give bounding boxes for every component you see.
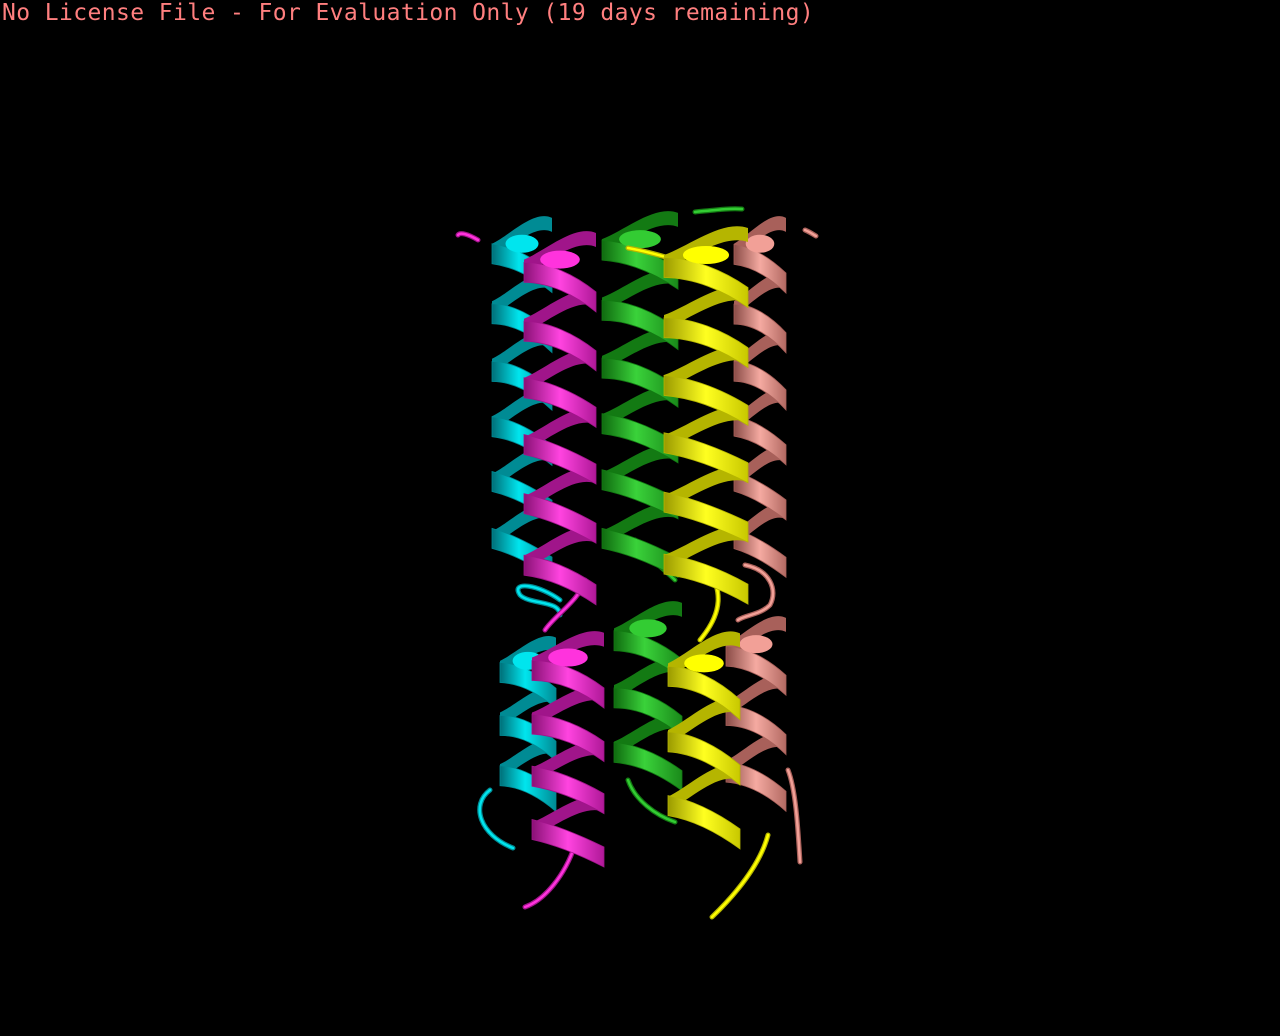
coil-highlight-cyan-loop [516, 584, 562, 617]
chain-yellow[interactable] [625, 226, 771, 920]
helix-salmon-1-back-turn [726, 732, 786, 775]
helix-magenta-0-back-turn [524, 290, 596, 333]
coil-highlight-cyan-tail [478, 788, 515, 850]
helix-green-0-back-turn [602, 269, 678, 312]
helix-salmon-1-front-turn [725, 705, 787, 756]
coil-highlight-salmon-loop [736, 563, 775, 622]
chain-magenta[interactable] [455, 231, 605, 910]
helix-magenta-0-front-turn [523, 554, 597, 606]
helix-salmon-0-front-turn [733, 470, 787, 521]
coil-cyan-loop [515, 583, 563, 618]
helix-cyan-0-front-turn [491, 361, 553, 412]
helix-yellow-1-top-cap [684, 654, 724, 673]
helix-green-0-front-turn [601, 357, 679, 409]
helix-magenta-1-front-turn [531, 713, 605, 763]
helix-yellow-0-front-turn [663, 374, 749, 427]
helix-yellow-0-top-cap [682, 246, 730, 264]
helix-yellow-0-back-turn [664, 286, 748, 329]
license-banner: No License File - For Evaluation Only (1… [2, 0, 815, 26]
helix-magenta-1-front-turn [531, 765, 605, 815]
helix-salmon-1-back-turn [726, 674, 786, 717]
helix-magenta-1-front-turn [531, 819, 605, 868]
chain-green[interactable] [601, 206, 745, 825]
helix-magenta-0-front-turn [523, 320, 597, 372]
helix-yellow-1-front-turn [667, 731, 741, 786]
coil-highlight-magenta-tail [523, 843, 577, 909]
helix-yellow-0-front-turn [663, 553, 749, 605]
helix-magenta-0-front-turn [523, 433, 597, 485]
helix-green-1-top-cap [629, 619, 667, 638]
helix-magenta-0-top-cap [540, 250, 580, 269]
helix-cyan-0-front-turn [491, 303, 553, 354]
helix-salmon-0-top-cap [745, 234, 775, 253]
coil-highlight-magenta-head [456, 232, 480, 242]
helix-green-0-front-turn [601, 469, 679, 520]
coil-magenta-tail [522, 842, 578, 910]
helix-salmon-0-front-turn [733, 303, 787, 354]
helix-magenta-1-top-cap [548, 648, 588, 667]
helix-cyan-0-back-turn [492, 273, 552, 316]
helix-salmon-0-front-turn [733, 360, 787, 411]
coil-highlight-green-head [693, 207, 744, 214]
helix-yellow-0-front-turn [663, 317, 749, 369]
helix-green-0-front-turn [601, 527, 679, 579]
helix-magenta-0-front-turn [523, 377, 597, 429]
helix-salmon-1-top-cap [739, 635, 773, 654]
helix-yellow-0-front-turn [663, 432, 749, 484]
helix-cyan-0-top-cap [505, 234, 539, 253]
helix-yellow-1-front-turn [667, 795, 741, 850]
helix-yellow-0-front-turn [663, 491, 749, 543]
helix-yellow-1-back-turn [668, 697, 740, 744]
coil-highlight-yellow-tail [710, 833, 770, 919]
helix-yellow-0-back-turn [664, 346, 748, 389]
helix-green-0-top-cap [619, 230, 661, 249]
helix-green-0-front-turn [601, 299, 679, 351]
helix-yellow-1-back-turn [668, 764, 740, 811]
helix-magenta-0-front-turn [523, 493, 597, 544]
helix-green-0-front-turn [601, 413, 679, 464]
helix-green-1-back-turn [614, 657, 682, 699]
coil-highlight-salmon-head [803, 228, 818, 238]
chain-salmon[interactable] [725, 216, 819, 865]
coil-highlight-green-tail [626, 778, 677, 824]
helix-green-0-back-turn [602, 327, 678, 370]
helix-salmon-0-front-turn [733, 415, 787, 466]
coil-highlight-salmon-tail [786, 768, 802, 864]
